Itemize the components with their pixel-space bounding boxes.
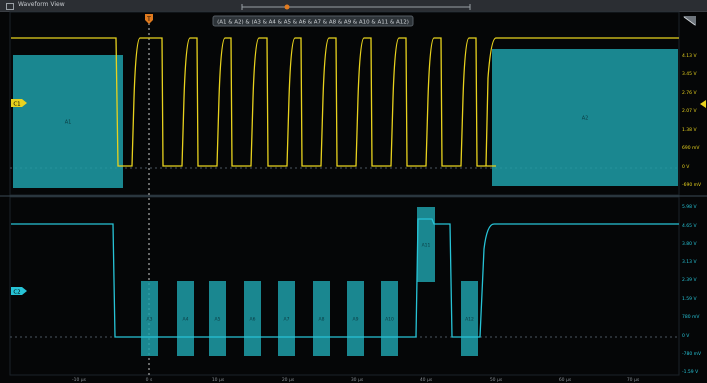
ch2-search-box-label: A10 xyxy=(385,317,394,323)
ch1-search-box-label: A1 xyxy=(65,120,72,126)
ch2-scale-label: 2.39 V xyxy=(682,277,697,283)
ch2-scale-label: 1.59 V xyxy=(682,296,697,302)
ch2-scale-label: 780 mV xyxy=(682,314,700,320)
ch1-badge[interactable]: C1 xyxy=(11,99,27,108)
trigger-marker[interactable]: T xyxy=(145,14,153,24)
ch2-search-box-label: A11 xyxy=(422,243,431,249)
ch1-badge-label: C1 xyxy=(13,102,20,108)
ch1-scale-label: 1.38 V xyxy=(682,127,697,133)
ch1-scale-label: 690 mV xyxy=(682,145,700,151)
ch2-search-box-label: A8 xyxy=(319,317,325,323)
time-axis-label: 30 µs xyxy=(351,377,364,383)
ch1-search-boxes: A1 A2 xyxy=(13,49,678,188)
ch2-search-box-label: A12 xyxy=(465,317,474,323)
ch2-scale-label: 3.80 V xyxy=(682,241,697,247)
time-axis-label: 60 µs xyxy=(559,377,572,383)
trigger-marker-label: T xyxy=(146,16,151,23)
ch2-scale-labels: 5.98 V 4.65 V 3.80 V 3.13 V 2.39 V 1.59 V 780 … xyxy=(682,204,702,375)
scroll-position-marker[interactable] xyxy=(284,4,290,10)
ch2-search-box-label: A9 xyxy=(353,317,359,323)
time-axis-label: 40 µs xyxy=(420,377,433,383)
search-expression-badge[interactable]: (A1 & A2) & (A3 & A4 & A5 & A6 & A7 & A8… xyxy=(212,15,414,27)
time-axis-label: 20 µs xyxy=(282,377,295,383)
ch1-scale-label: 4.13 V xyxy=(682,53,697,59)
ch1-scale-label: 0 V xyxy=(682,164,690,170)
ch2-scale-label: 4.65 V xyxy=(682,223,697,229)
time-axis-label: 70 µs xyxy=(627,377,640,383)
ch2-badge[interactable]: C2 xyxy=(11,287,27,296)
time-axis-label: 10 µs xyxy=(212,377,225,383)
ch2-search-boxes: A3 A4 A5 A6 A7 A8 A9 A10 A11 A12 xyxy=(141,207,478,356)
ch2-search-box-label: A5 xyxy=(215,317,221,323)
ch2-search-box-label: A3 xyxy=(147,317,153,323)
ch1-scale-labels: 4.13 V 3.45 V 2.76 V 2.07 V 1.38 V 690 mV 0 V -… xyxy=(682,53,702,188)
ch2-scale-label: 3.13 V xyxy=(682,259,697,265)
time-axis-labels: -10 µs 0 s 10 µs 20 µs 30 µs 40 µs 50 µs 60 µs 7… xyxy=(72,377,640,383)
window-icon xyxy=(6,3,14,10)
ch1-search-box[interactable] xyxy=(492,49,678,186)
ch2-scale-label: -780 mV xyxy=(682,351,702,357)
ch1-scale-label: -690 mV xyxy=(682,182,702,188)
search-expression-text: (A1 & A2) & (A3 & A4 & A5 & A6 & A7 & A8… xyxy=(217,20,409,26)
window-title: Waveform View xyxy=(18,1,65,8)
time-axis-label: 0 s xyxy=(146,377,153,383)
ch2-search-box[interactable] xyxy=(417,207,435,282)
ch2-scale-label: 5.98 V xyxy=(682,204,697,210)
time-axis-label: -10 µs xyxy=(72,377,87,383)
ch2-scale-label: 0 V xyxy=(682,333,690,339)
ch1-offset-arrow[interactable] xyxy=(700,100,706,108)
ch2-panel xyxy=(9,196,680,376)
ch1-scale-label: 2.76 V xyxy=(682,90,697,96)
ch1-search-box-label: A2 xyxy=(582,116,589,122)
collapse-icon[interactable] xyxy=(683,16,696,26)
ch1-scale-label: 2.07 V xyxy=(682,108,697,114)
ch2-scale-label: -1.59 V xyxy=(682,369,699,375)
ch2-search-box-label: A4 xyxy=(183,317,189,323)
ch2-badge-label: C2 xyxy=(13,290,20,296)
time-axis-label: 50 µs xyxy=(490,377,503,383)
ch2-waveform xyxy=(11,218,679,338)
ch1-panel xyxy=(9,11,680,196)
ch1-waveform xyxy=(11,37,679,167)
ch2-search-box-label: A7 xyxy=(284,317,290,323)
ch2-search-box-label: A6 xyxy=(250,317,256,323)
ch1-scale-label: 3.45 V xyxy=(682,71,697,77)
ch1-search-box[interactable] xyxy=(13,55,123,188)
